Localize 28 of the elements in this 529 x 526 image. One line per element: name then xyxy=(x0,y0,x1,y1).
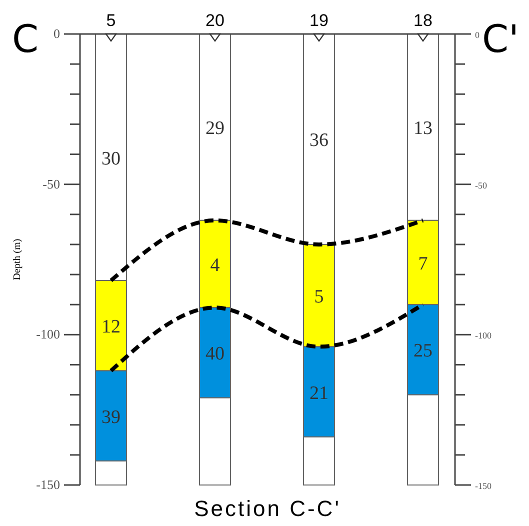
y2-tick-label: -150 xyxy=(475,481,492,491)
annotation: 39 xyxy=(102,406,120,428)
y2-tick-label: -50 xyxy=(475,180,488,190)
annotation: 12 xyxy=(102,316,120,338)
annotation: 13 xyxy=(414,118,432,140)
y-axis-title: Depth (m) xyxy=(12,238,23,280)
annotation: 4 xyxy=(210,255,220,276)
y-tick-label: -100 xyxy=(36,326,60,342)
annotation: 21 xyxy=(310,382,328,404)
annotation: 25 xyxy=(414,340,432,362)
y-tick-label: 0 xyxy=(54,26,60,41)
annotation: 29 xyxy=(206,118,224,140)
text: C' xyxy=(482,17,519,61)
y-tick-label: -50 xyxy=(42,176,60,192)
y-tick-label: -150 xyxy=(36,477,60,492)
annotation: 5 xyxy=(314,286,324,308)
x-tick-label: 20 xyxy=(206,11,224,30)
annotation: 7 xyxy=(418,254,428,275)
x-tick-label: 5 xyxy=(106,11,116,30)
annotation: 30 xyxy=(102,148,120,170)
x-tick-label: 18 xyxy=(414,11,432,30)
annotation: 36 xyxy=(310,130,328,152)
annotation: 40 xyxy=(206,344,224,365)
text: C xyxy=(12,17,39,61)
x-axis-title: Section C-C' xyxy=(194,496,341,521)
y2-tick-label: -100 xyxy=(475,330,492,341)
y2-tick-label: 0 xyxy=(475,30,480,40)
x-tick-label: 19 xyxy=(310,11,328,30)
